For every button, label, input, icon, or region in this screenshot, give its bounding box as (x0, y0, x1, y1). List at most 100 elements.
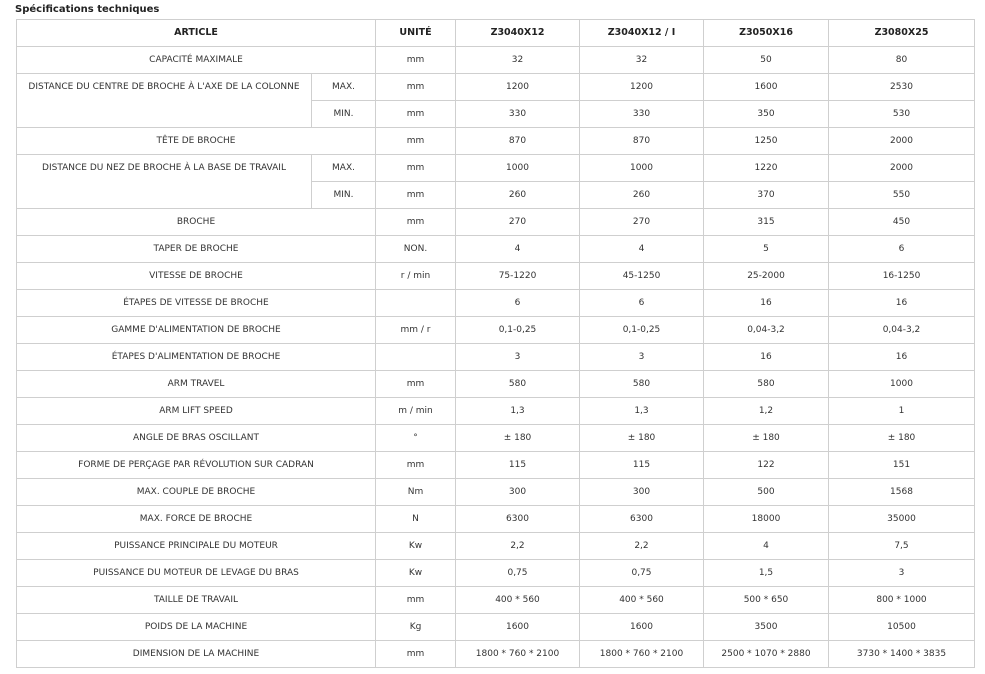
row-unit: N (375, 505, 456, 533)
row-label: BROCHE (16, 208, 376, 236)
row-value: 260 (579, 181, 704, 209)
row-label: DIMENSION DE LA MACHINE (16, 640, 376, 668)
row-unit: mm (375, 451, 456, 479)
row-unit: m / min (375, 397, 456, 425)
table-row: TÊTE DE BROCHE mm 870 870 1250 2000 (16, 127, 975, 155)
table-row: TAPER DE BROCHE NON. 4 4 5 6 (16, 235, 975, 263)
row-value: 0,1-0,25 (455, 316, 580, 344)
row-value: 2,2 (579, 532, 704, 560)
table-row: BROCHE mm 270 270 315 450 (16, 208, 975, 236)
row-unit: mm (375, 46, 456, 74)
row-value: 6 (828, 235, 975, 263)
row-value: 6300 (579, 505, 704, 533)
row-unit: mm (375, 586, 456, 614)
row-value: 1220 (703, 154, 829, 182)
row-unit: Nm (375, 478, 456, 506)
row-label: FORME DE PERÇAGE PAR RÉVOLUTION SUR CADR… (16, 451, 376, 479)
row-value: 0,1-0,25 (579, 316, 704, 344)
row-value: 450 (828, 208, 975, 236)
row-value: 16 (828, 289, 975, 317)
table-row: MIN. mm 260 260 370 550 (17, 181, 975, 209)
row-value: 330 (455, 100, 580, 128)
row-value: 4 (455, 235, 580, 263)
row-value: ± 180 (579, 424, 704, 452)
row-value: 1,3 (455, 397, 580, 425)
row-value: 270 (455, 208, 580, 236)
row-value: 315 (703, 208, 829, 236)
row-value: 0,04-3,2 (828, 316, 975, 344)
row-value: 16 (703, 343, 829, 371)
row-label: ÉTAPES D'ALIMENTATION DE BROCHE (16, 343, 376, 371)
header-article: ARTICLE (16, 19, 376, 47)
row-value: 300 (579, 478, 704, 506)
row-unit: mm (375, 640, 456, 668)
row-value: 870 (455, 127, 580, 155)
row-value: 400 * 560 (579, 586, 704, 614)
row-unit: mm (375, 181, 456, 209)
table-row: VITESSE DE BROCHE r / min 75-1220 45-1250 25… (16, 262, 975, 290)
row-value: 350 (703, 100, 829, 128)
row-value: 115 (455, 451, 580, 479)
table-row: ARM LIFT SPEED m / min 1,3 1,3 1,2 1 (16, 397, 975, 425)
specifications-table: ARTICLE UNITÉ Z3040X12 Z3040X12 / I Z305… (16, 19, 975, 668)
table-row: POIDS DE LA MACHINE Kg 1600 1600 3500 10500 (16, 613, 975, 641)
row-label: MAX. FORCE DE BROCHE (16, 505, 376, 533)
table-row: TAILLE DE TRAVAIL mm 400 * 560 400 * 560 500… (16, 586, 975, 614)
row-unit: Kg (375, 613, 456, 641)
row-unit (375, 289, 456, 317)
row-unit: r / min (375, 262, 456, 290)
row-value: 1000 (828, 370, 975, 398)
table-row: ARM TRAVEL mm 580 580 580 1000 (16, 370, 975, 398)
row-value: 1568 (828, 478, 975, 506)
row-value: 10500 (828, 613, 975, 641)
table-row: DISTANCE DU NEZ DE BROCHE À LA BASE DE T… (16, 154, 975, 209)
row-value: 870 (579, 127, 704, 155)
row-value: 16-1250 (828, 262, 975, 290)
header-model: Z3080X25 (828, 19, 975, 47)
row-value: 0,75 (579, 559, 704, 587)
row-value: 4 (703, 532, 829, 560)
row-label: POIDS DE LA MACHINE (16, 613, 376, 641)
row-value: 800 * 1000 (828, 586, 975, 614)
row-value: 270 (579, 208, 704, 236)
table-row: MAX. COUPLE DE BROCHE Nm 300 300 500 1568 (16, 478, 975, 506)
row-label: VITESSE DE BROCHE (16, 262, 376, 290)
row-value: 580 (579, 370, 704, 398)
table-row: PUISSANCE PRINCIPALE DU MOTEUR Kw 2,2 2,2 4 7… (16, 532, 975, 560)
row-value: 400 * 560 (455, 586, 580, 614)
row-label: GAMME D'ALIMENTATION DE BROCHE (16, 316, 376, 344)
row-value: 151 (828, 451, 975, 479)
row-value: 115 (579, 451, 704, 479)
row-value: 6300 (455, 505, 580, 533)
row-value: 500 (703, 478, 829, 506)
row-value: 260 (455, 181, 580, 209)
row-value: 25-2000 (703, 262, 829, 290)
row-value: 4 (579, 235, 704, 263)
table-header-row: ARTICLE UNITÉ Z3040X12 Z3040X12 / I Z305… (16, 19, 975, 47)
row-unit: Kw (375, 559, 456, 587)
header-model: Z3040X12 (455, 19, 580, 47)
row-label: PUISSANCE DU MOTEUR DE LEVAGE DU BRAS (16, 559, 376, 587)
row-value: 1600 (579, 613, 704, 641)
row-value: 2000 (828, 127, 975, 155)
row-label: ARM LIFT SPEED (16, 397, 376, 425)
row-value: 2500 * 1070 * 2880 (703, 640, 829, 668)
row-value: 370 (703, 181, 829, 209)
row-unit: NON. (375, 235, 456, 263)
table-row: ÉTAPES D'ALIMENTATION DE BROCHE 3 3 16 16 (16, 343, 975, 371)
row-unit: mm / r (375, 316, 456, 344)
row-value: 3500 (703, 613, 829, 641)
row-unit: mm (375, 100, 456, 128)
row-value: ± 180 (828, 424, 975, 452)
row-value: 80 (828, 46, 975, 74)
row-label: ARM TRAVEL (16, 370, 376, 398)
row-value: 32 (579, 46, 704, 74)
row-label: ÉTAPES DE VITESSE DE BROCHE (16, 289, 376, 317)
row-value: 1,5 (703, 559, 829, 587)
row-value: 1200 (455, 73, 580, 101)
row-value: 3 (579, 343, 704, 371)
table-row: ANGLE DE BRAS OSCILLANT ° ± 180 ± 180 ± 180 ±… (16, 424, 975, 452)
row-value: 530 (828, 100, 975, 128)
row-value: 45-1250 (579, 262, 704, 290)
row-value: ± 180 (703, 424, 829, 452)
